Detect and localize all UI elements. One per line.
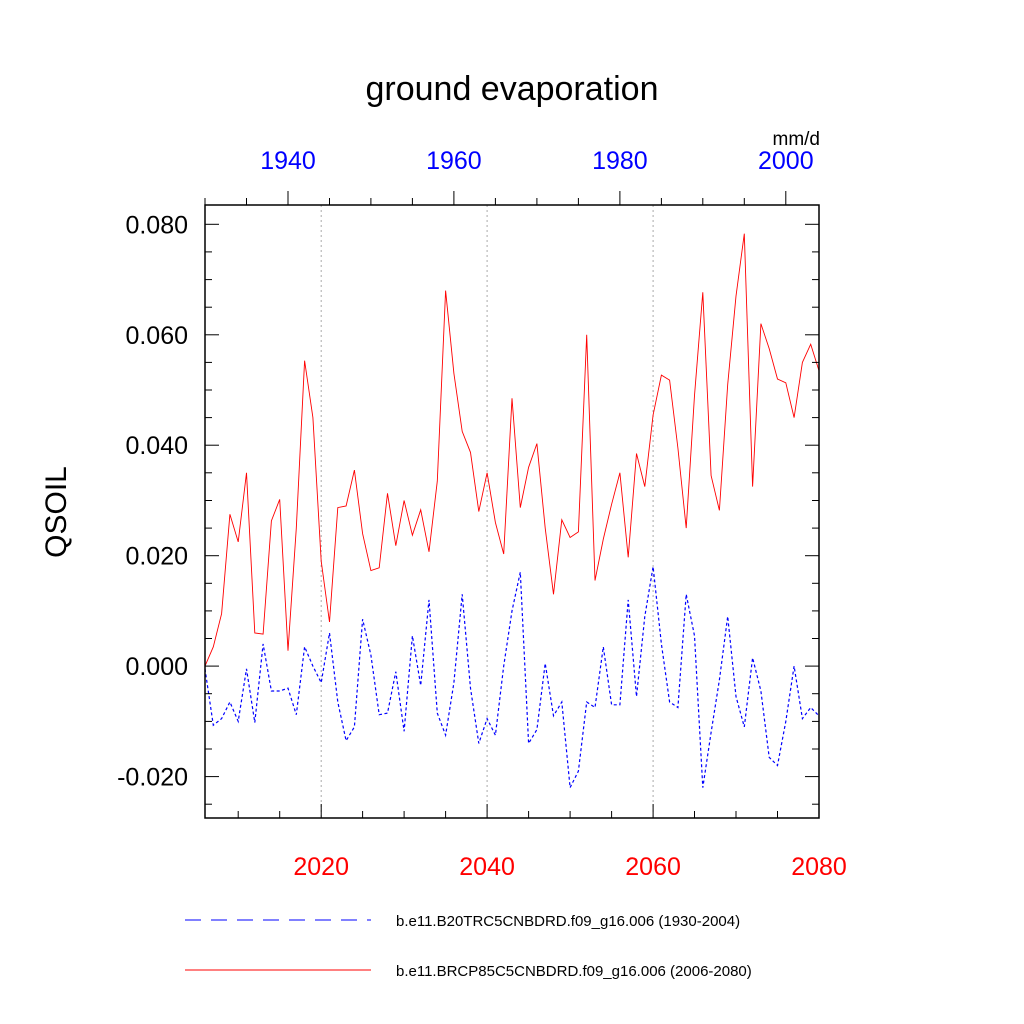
x-tick-label-top: 1960	[426, 147, 482, 175]
chart-title: ground evaporation	[365, 70, 658, 108]
y-tick-label: 0.020	[125, 543, 188, 571]
x-tick-label-top: 1980	[592, 147, 648, 175]
series-layer	[204, 233, 820, 790]
plot-frame	[204, 204, 820, 819]
legend: b.e11.B20TRC5CNBDRD.f09_g16.006 (1930-20…	[185, 913, 752, 980]
units-label: mm/d	[773, 129, 821, 150]
legend-label-1: b.e11.BRCP85C5CNBDRD.f09_g16.006 (2006-2…	[396, 963, 752, 980]
y-tick-label: 0.040	[125, 432, 188, 460]
x-tick-label-top: 2000	[758, 147, 814, 175]
axis-ticks	[204, 191, 820, 818]
y-tick-label: -0.020	[117, 764, 188, 792]
y-tick-label: 0.060	[125, 322, 188, 350]
x-tick-label-bottom: 2080	[791, 853, 847, 881]
y-tick-label: 0.000	[125, 653, 188, 681]
vertical-gridlines	[320, 205, 654, 818]
legend-label-0: b.e11.B20TRC5CNBDRD.f09_g16.006 (1930-20…	[396, 913, 740, 930]
y-tick-label: 0.080	[125, 211, 188, 239]
series-line-0	[204, 566, 820, 790]
series-line-1	[204, 233, 820, 667]
axis-tick-labels: -0.020 0.000 0.020 0.040 0.060 0.080 2020 2040 2…	[117, 147, 847, 881]
x-tick-label-top: 1940	[260, 147, 316, 175]
x-tick-label-bottom: 2020	[293, 853, 349, 881]
y-axis-label: QSOIL	[40, 466, 73, 558]
x-tick-label-bottom: 2060	[625, 853, 681, 881]
x-tick-label-bottom: 2040	[459, 853, 515, 881]
